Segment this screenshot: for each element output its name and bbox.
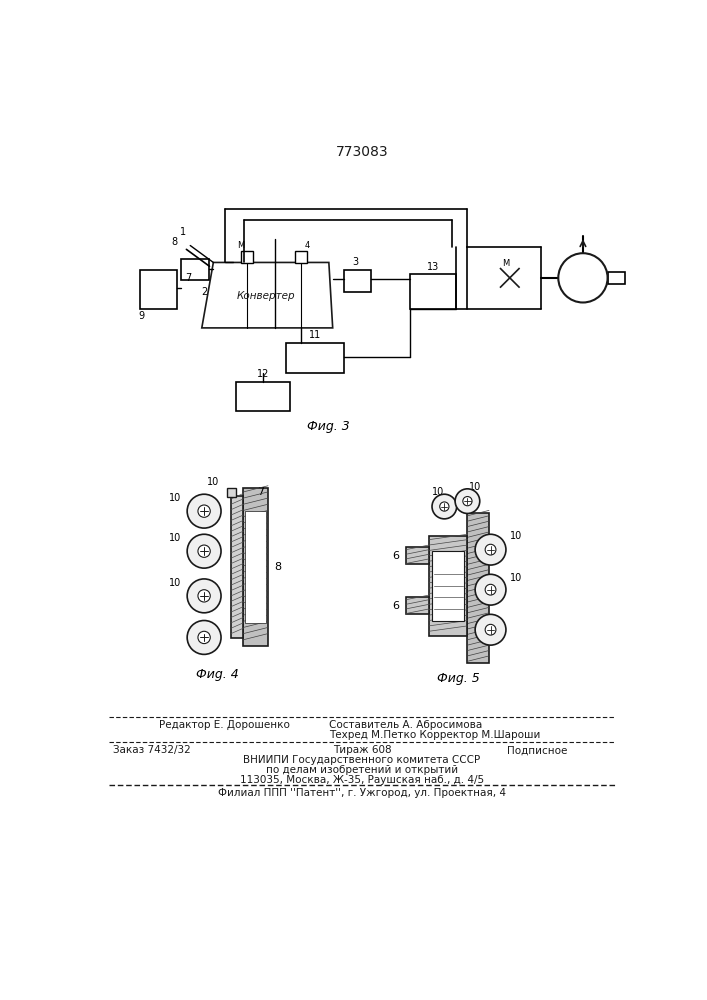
Bar xyxy=(432,551,464,620)
Text: ВНИИПИ Государственного комитета СССР: ВНИИПИ Государственного комитета СССР xyxy=(243,755,481,765)
Text: 10: 10 xyxy=(207,477,219,487)
Text: 8: 8 xyxy=(274,562,281,572)
Text: 13: 13 xyxy=(426,262,439,272)
Bar xyxy=(406,547,429,564)
Circle shape xyxy=(485,584,496,595)
Text: 7: 7 xyxy=(185,273,192,283)
Circle shape xyxy=(475,574,506,605)
Text: Подписное: Подписное xyxy=(507,745,568,755)
Circle shape xyxy=(187,620,221,654)
Bar xyxy=(243,488,268,646)
Text: 113035, Москва, Ж-35, Раушская наб., д. 4/5: 113035, Москва, Ж-35, Раушская наб., д. … xyxy=(240,775,484,785)
Circle shape xyxy=(432,494,457,519)
Circle shape xyxy=(187,579,221,613)
Text: 10: 10 xyxy=(169,533,181,543)
Text: Редактор Е. Дорошенко: Редактор Е. Дорошенко xyxy=(160,720,291,730)
Text: 773083: 773083 xyxy=(336,145,388,159)
Circle shape xyxy=(485,544,496,555)
Text: 6: 6 xyxy=(392,601,399,611)
Bar xyxy=(140,270,177,309)
Circle shape xyxy=(187,534,221,568)
Text: 8: 8 xyxy=(172,237,178,247)
Circle shape xyxy=(198,631,210,644)
Circle shape xyxy=(198,545,210,557)
Text: M: M xyxy=(502,259,510,268)
Text: Фиg. 3: Фиg. 3 xyxy=(308,420,350,433)
Bar xyxy=(227,488,236,497)
Circle shape xyxy=(440,502,449,511)
Bar xyxy=(241,251,253,263)
Text: 11: 11 xyxy=(309,330,321,340)
Text: 3: 3 xyxy=(352,257,358,267)
Text: 8: 8 xyxy=(495,582,502,592)
Circle shape xyxy=(485,624,496,635)
Text: 4: 4 xyxy=(305,241,310,250)
Text: 12: 12 xyxy=(257,369,269,379)
Bar xyxy=(429,536,467,636)
Bar xyxy=(181,259,209,280)
Bar xyxy=(409,274,456,309)
Bar xyxy=(236,382,291,411)
Text: по делам изобретений и открытий: по делам изобретений и открытий xyxy=(266,765,458,775)
Text: 9: 9 xyxy=(138,311,144,321)
Bar xyxy=(344,270,371,292)
Bar xyxy=(467,513,489,663)
Text: 10: 10 xyxy=(510,531,522,541)
Text: Фиg. 4: Фиg. 4 xyxy=(196,668,238,681)
Bar xyxy=(607,272,624,284)
Text: 10: 10 xyxy=(169,493,181,503)
Circle shape xyxy=(198,590,210,602)
Circle shape xyxy=(455,489,480,513)
Text: 6: 6 xyxy=(392,551,399,561)
Text: Техред М.Петко Корректор М.Шароши: Техред М.Петко Корректор М.Шароши xyxy=(329,730,540,740)
Circle shape xyxy=(187,494,221,528)
Text: 2: 2 xyxy=(201,287,207,297)
Text: Заказ 7432/32: Заказ 7432/32 xyxy=(113,745,191,755)
Text: M: M xyxy=(238,241,245,250)
Bar xyxy=(295,251,308,263)
Circle shape xyxy=(475,614,506,645)
Text: 10: 10 xyxy=(510,573,522,583)
Circle shape xyxy=(198,505,210,517)
Bar xyxy=(231,496,243,638)
Text: Фиg. 5: Фиg. 5 xyxy=(437,672,479,685)
Text: 10: 10 xyxy=(469,482,481,492)
Bar xyxy=(286,343,344,373)
Text: Составитель А. Абросимова: Составитель А. Абросимова xyxy=(329,720,482,730)
Text: 7: 7 xyxy=(257,487,264,497)
Circle shape xyxy=(463,497,472,506)
Bar xyxy=(406,597,429,614)
Text: Конвертер: Конвертер xyxy=(236,291,295,301)
Text: Тираж 608: Тираж 608 xyxy=(332,745,391,755)
Text: 10: 10 xyxy=(432,487,444,497)
Text: 1: 1 xyxy=(180,227,186,237)
Circle shape xyxy=(559,253,607,302)
Text: 10: 10 xyxy=(169,578,181,588)
Bar xyxy=(245,511,267,623)
Circle shape xyxy=(475,534,506,565)
Text: Филиал ППП ''Патент'', г. Ужгород, ул. Проектная, 4: Филиал ППП ''Патент'', г. Ужгород, ул. П… xyxy=(218,788,506,798)
